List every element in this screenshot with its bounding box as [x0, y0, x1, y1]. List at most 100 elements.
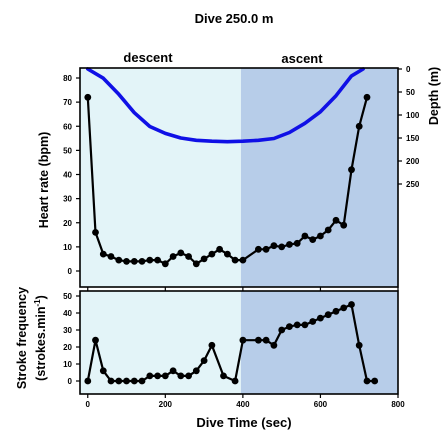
stroke-frequency-series-point-0 [84, 377, 92, 385]
heart-rate-series-point-33 [348, 166, 355, 174]
heart-rate-series-point-24 [278, 243, 286, 251]
heart-rate-series-point-10 [161, 260, 169, 268]
stroke-frequency-series-point-26 [301, 321, 309, 329]
sf-ytick-label-3: 30 [63, 326, 72, 335]
heart-rate-series-point-5 [123, 258, 130, 265]
heart-rate-series-point-8 [146, 256, 154, 264]
phase-label-ascent: ascent [281, 51, 323, 66]
phase-band-top-0 [80, 68, 241, 287]
stroke-frequency-series-point-19 [239, 336, 247, 344]
stroke-frequency-series-point-14 [192, 367, 200, 375]
stroke-frequency-axis-title: Stroke frequency [15, 287, 29, 389]
heart-rate-series-point-25 [286, 241, 293, 248]
heart-rate-series-point-15 [200, 255, 208, 263]
stroke-frequency-units-close: ) [34, 295, 48, 299]
stroke-frequency-series-point-17 [220, 372, 227, 380]
heart-rate-series-point-3 [107, 253, 115, 260]
phase-band-bottom-0 [80, 291, 241, 394]
sf-ytick-label-0: 0 [68, 377, 73, 386]
heart-rate-series-point-26 [293, 239, 301, 247]
heart-rate-series-point-14 [192, 260, 200, 268]
heart-rate-series-point-2 [99, 250, 107, 258]
heart-rate-series-point-0 [84, 93, 92, 101]
chart-title: Dive 250.0 m [195, 11, 274, 26]
heart-rate-series-point-16 [208, 250, 216, 258]
stroke-frequency-series-point-2 [99, 367, 107, 375]
depth-ytick-label-0: 0 [406, 65, 411, 74]
stroke-frequency-series-point-16 [208, 341, 216, 349]
heart-rate-series-point-28 [309, 236, 317, 244]
stroke-frequency-series-point-4 [115, 377, 123, 385]
heart-rate-series-point-6 [130, 258, 138, 265]
heart-rate-series-point-27 [301, 232, 309, 240]
sf-ytick-label-4: 40 [63, 309, 72, 318]
x-tick-label-4: 800 [391, 400, 405, 409]
stroke-frequency-series-point-8 [146, 372, 154, 380]
x-axis-title: Dive Time (sec) [196, 415, 291, 430]
stroke-frequency-units-text: (strokes.min [34, 306, 48, 380]
hr-ytick-label-5: 50 [63, 146, 72, 155]
hr-ytick-label-8: 80 [63, 74, 72, 83]
stroke-frequency-series-point-33 [355, 341, 363, 349]
top-panel-background [80, 68, 398, 287]
stroke-frequency-series-point-7 [138, 377, 146, 385]
depth-ytick-label-5: 250 [406, 180, 420, 189]
hr-ytick-label-6: 60 [63, 122, 72, 131]
stroke-frequency-series-point-10 [161, 372, 169, 380]
depth-axis-title: Depth (m) [427, 67, 441, 125]
stroke-frequency-series-point-29 [324, 311, 332, 319]
hr-ytick-label-1: 10 [63, 243, 72, 252]
heart-rate-series-point-18 [224, 250, 231, 258]
heart-rate-series-point-34 [355, 122, 363, 130]
heart-rate-series-point-19 [231, 256, 239, 264]
heart-rate-series-point-30 [324, 226, 332, 234]
phase-label-descent: descent [123, 50, 173, 65]
stroke-frequency-series-point-18 [231, 377, 239, 385]
stroke-frequency-series-point-28 [317, 314, 324, 322]
hr-ytick-label-7: 70 [63, 98, 72, 107]
sf-ytick-label-2: 20 [63, 343, 72, 352]
depth-series-line [86, 67, 365, 144]
stroke-frequency-series-point-6 [130, 377, 138, 385]
stroke-frequency-series-point-23 [278, 326, 286, 334]
stroke-frequency-series-point-12 [177, 372, 185, 380]
heart-rate-series-point-31 [332, 216, 340, 224]
stroke-frequency-series-point-31 [340, 304, 348, 312]
heart-rate-series-point-11 [169, 253, 177, 260]
stroke-frequency-series-point-1 [92, 336, 99, 344]
stroke-frequency-title-line-1: Stroke frequency [15, 287, 29, 389]
axes: 0 10 20 30 40 50 60 70 800 50 100 150 200 250 0 10 20 30 4… [63, 65, 420, 409]
sf-ytick-label-1: 10 [63, 360, 72, 369]
heart-rate-series-point-7 [138, 258, 146, 265]
stroke-frequency-axis-units: (strokes.min-1) [33, 295, 48, 381]
bottom-panel-background [80, 291, 398, 394]
stroke-frequency-series-point-13 [185, 372, 193, 380]
bottom-panel-marks [84, 301, 379, 385]
x-tick-label-3: 600 [314, 400, 328, 409]
stroke-frequency-units-superscript: -1 [33, 299, 42, 307]
stroke-frequency-series-point-21 [262, 336, 270, 344]
bottom-panel-frame [79, 290, 399, 395]
heart-rate-series-point-1 [92, 229, 99, 236]
heart-rate-axis-title: Heart rate (bpm) [37, 132, 51, 229]
hr-ytick-label-2: 20 [63, 219, 72, 228]
heart-rate-series-point-20 [239, 256, 247, 264]
heart-rate-series-point-23 [270, 242, 278, 250]
sf-ytick-label-5: 50 [63, 292, 72, 301]
heart-rate-series-point-9 [154, 256, 162, 264]
heart-rate-series-point-13 [185, 253, 193, 260]
phase-band-top-1 [240, 68, 398, 287]
heart-rate-series-point-4 [115, 256, 123, 264]
stroke-frequency-series-point-3 [107, 377, 115, 385]
stroke-frequency-series-point-32 [348, 301, 355, 308]
depth-ytick-label-3: 150 [406, 134, 420, 143]
stroke-frequency-series-point-30 [332, 307, 340, 315]
stroke-frequency-series-point-20 [255, 336, 262, 344]
depth-ytick-label-2: 100 [406, 111, 420, 120]
hr-ytick-label-3: 30 [63, 195, 72, 204]
depth-ytick-label-4: 200 [406, 157, 420, 166]
hr-ytick-label-4: 40 [63, 171, 72, 180]
stroke-frequency-series-point-5 [123, 377, 130, 385]
stroke-frequency-series-point-9 [154, 372, 162, 380]
